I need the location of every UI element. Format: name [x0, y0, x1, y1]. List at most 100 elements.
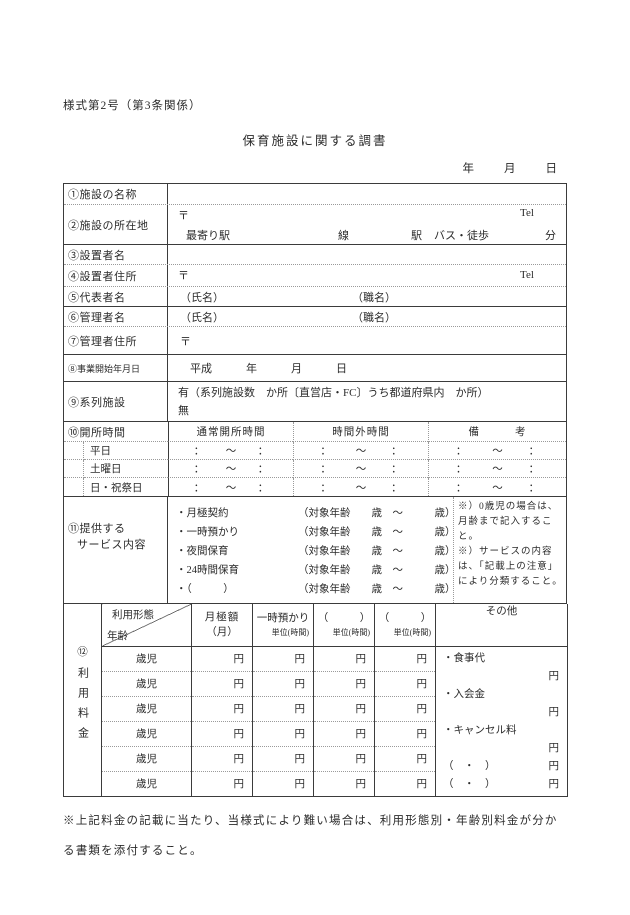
manager-name-field: （氏名） （職名） — [168, 307, 566, 326]
holiday-label: 日・祝祭日 — [90, 482, 143, 494]
blank1-header-line1: （ ） — [317, 612, 371, 624]
postal-mark: 〒 — [178, 270, 189, 282]
row-manager-name: ⑥管理者名 （氏名） （職名） — [64, 307, 566, 327]
indent-cell — [64, 460, 84, 478]
business-start-label: ⑧事業開始年月日 — [64, 355, 168, 381]
temporary-yen-cell: 円 — [252, 671, 314, 697]
era-label: 平成 — [190, 363, 212, 375]
blank2-yen-cell: 円 — [374, 671, 436, 697]
row-opening-hours: ⑩開所時間 通常開所時間 時間外時間 備 考 平日 ： ～ ： ： ～ ： — [64, 422, 566, 497]
row-business-start-date: ⑧事業開始年月日 平成 年 月 日 — [64, 355, 566, 382]
colon: ： — [455, 446, 467, 457]
service-name: ・月極契約 — [176, 507, 229, 519]
affiliated-field: 有（系列施設数 か所〔直営店・FC〕うち都道府県内 か所） 無 — [168, 382, 566, 421]
colon: ： — [391, 464, 402, 475]
postal-line: 〒 Tel — [168, 265, 566, 285]
services-label: ⑪提供する サービス内容 — [64, 497, 168, 603]
age-cell: 歳児 — [101, 671, 192, 697]
fee-row: 歳児 円 円 円 円 — [64, 696, 568, 722]
other-fee-yen: 円 — [548, 779, 560, 791]
colon: ： — [455, 482, 467, 494]
row-facility-address: ②施設の所在地 〒 Tel 最寄り駅 線 駅 バス・徒歩 分 — [64, 205, 566, 245]
blank-fee-header-2: （ ） 単位(時間) — [374, 604, 436, 647]
monthly-yen-cell: 円 — [191, 671, 253, 697]
minutes-suffix: 分 — [545, 230, 556, 242]
service-age-range: （対象年齢 歳 ～ 歳） — [298, 545, 456, 557]
saturday-normal-time: ： ～ ： — [168, 460, 293, 478]
colon: ： — [528, 446, 540, 457]
other-fee-line: 円 — [443, 704, 560, 719]
tilde: ～ — [355, 482, 367, 494]
age-cell: 歳児 — [101, 696, 192, 722]
rail-line-suffix: 線 — [338, 230, 349, 242]
colon: ： — [257, 446, 269, 457]
blank2-yen-cell: 円 — [374, 696, 436, 722]
temporary-fee-header: 一時預かり 単位(時間) — [252, 604, 314, 647]
colon: ： — [320, 446, 331, 457]
holiday-remarks-time: ： ～ ： — [428, 478, 566, 496]
tilde: ～ — [492, 464, 503, 475]
fee-section-number: ⑫ — [77, 647, 88, 658]
colon: ： — [528, 482, 540, 494]
weekday-normal-time: ： ～ ： — [168, 442, 293, 460]
blank1-header-unit: 単位(時間) — [332, 627, 370, 637]
monthly-yen-cell: 円 — [191, 771, 253, 796]
row-manager-address: ⑦管理者住所 〒 — [64, 327, 566, 355]
fee-section-label: ⑫ 利用料金 — [64, 604, 101, 747]
temporary-yen-cell: 円 — [252, 696, 314, 722]
founder-address-label: ④設置者住所 — [64, 265, 168, 286]
manager-name-label: ⑥管理者名 — [64, 307, 168, 326]
weekday-remarks-time: ： ～ ： — [428, 442, 566, 460]
fee-corner-cell: 利用形態 年齢 — [101, 604, 192, 647]
postal-mark: 〒 — [180, 335, 191, 348]
tilde: ～ — [225, 446, 237, 457]
colon: ： — [193, 446, 205, 457]
other-fee-yen: 円 — [548, 743, 560, 755]
overtime-hours-header: 時間外時間 — [293, 422, 428, 442]
other-fees-cell: ・食事代 円 ・入会金 円 — [436, 646, 568, 796]
tilde: ～ — [355, 464, 367, 475]
nearest-station-line: 最寄り駅 線 駅 バス・徒歩 分 — [168, 225, 566, 245]
blank1-yen-cell: 円 — [313, 646, 375, 672]
row-services: ⑪提供する サービス内容 ・月極契約 （対象年齢 歳 ～ 歳） ・一時預かり — [64, 497, 566, 603]
opening-hours-label: ⑩開所時間 — [64, 422, 168, 442]
fee-row: 歳児 円 円 円 円 — [64, 671, 568, 697]
colon: ： — [391, 446, 402, 457]
postal-mark: 〒 — [178, 210, 189, 222]
blank2-yen-cell: 円 — [374, 771, 436, 796]
facility-name-label: ①施設の名称 — [64, 184, 168, 204]
row-representative: ⑤代表者名 （氏名） （職名） — [64, 287, 566, 307]
service-age-range: （対象年齢 歳 ～ 歳） — [298, 507, 456, 519]
services-wrap: ・月極契約 （対象年齢 歳 ～ 歳） ・一時預かり （対象年齢 歳 ～ 歳） ・… — [168, 497, 566, 603]
saturday-remarks-time: ： ～ ： — [428, 460, 566, 478]
date-day-label: 日 — [545, 163, 558, 175]
bus-walk-label: バス・徒歩 — [434, 230, 489, 242]
holiday-normal-time: ： ～ ： — [168, 478, 293, 496]
manager-address-field: 〒 — [168, 327, 566, 354]
postal-line: 〒 Tel — [168, 205, 566, 225]
temporary-header-line1: 一時預かり — [256, 612, 310, 624]
blank1-yen-cell: 円 — [313, 746, 375, 772]
tel-label: Tel — [520, 207, 534, 219]
era-date-line: 平成 年 月 日 — [168, 355, 566, 381]
blank2-yen-cell: 円 — [374, 721, 436, 747]
fee-header-row: ⑫ 利用料金 利用形態 年齢 月極額 （月） 一時預かり 単位(時間) — [63, 604, 568, 796]
station-suffix: 駅 — [411, 230, 422, 242]
date-month-label: 月 — [504, 163, 516, 175]
opening-hours-grid: ⑩開所時間 通常開所時間 時間外時間 備 考 平日 ： ～ ： ： ～ ： — [64, 422, 566, 496]
weekday-label: 平日 — [84, 442, 168, 460]
service-item: ・24時間保育 （対象年齢 歳 ～ 歳） — [176, 562, 456, 577]
name-paren: （氏名） — [180, 311, 224, 324]
colon: ： — [528, 464, 540, 475]
other-fee-line: ・食事代 — [443, 650, 559, 665]
page-title: 保育施設に関する調書 — [242, 134, 388, 148]
fee-table: ⑫ 利用料金 利用形態 年齢 月極額 （月） 一時預かり 単位(時間) — [63, 604, 568, 797]
facility-address-label: ②施設の所在地 — [64, 205, 168, 244]
fee-row: 歳児 円 円 円 円 ・食事代 円 — [64, 646, 568, 790]
affiliated-options: 有（系列施設数 か所〔直営店・FC〕うち都道府県内 か所） 無 — [168, 382, 566, 421]
name-paren: （氏名） — [180, 291, 224, 304]
blank1-yen-cell: 円 — [313, 671, 375, 697]
service-name: ・一時預かり — [176, 526, 239, 538]
service-item: ・（ ） （対象年齢 歳 ～ 歳） — [176, 581, 456, 596]
corner-age-label: 年齢 — [107, 630, 128, 642]
